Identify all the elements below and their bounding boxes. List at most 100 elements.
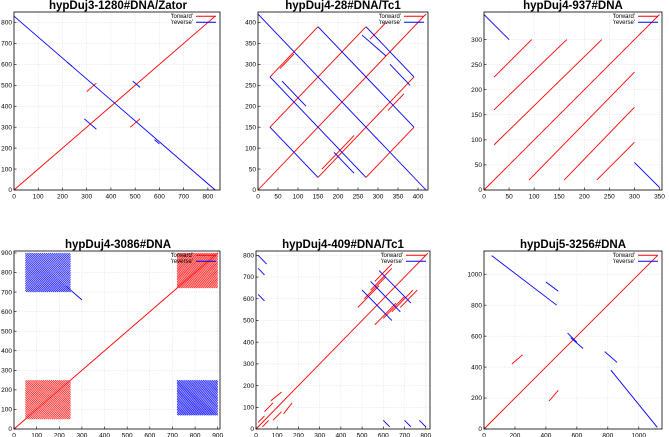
hatch-segment bbox=[51, 402, 71, 420]
reverse-segment bbox=[382, 420, 391, 428]
plot-frame bbox=[13, 250, 221, 430]
forward-segment bbox=[493, 39, 532, 78]
hatch-segment bbox=[25, 379, 40, 393]
hatch-segment bbox=[182, 379, 218, 411]
x-tick-label: 100 bbox=[293, 194, 304, 201]
y-tick-label: 500 bbox=[243, 318, 254, 325]
hatch-segment bbox=[202, 379, 218, 394]
y-tick-label: 0 bbox=[478, 426, 482, 433]
hatch-segment bbox=[176, 391, 206, 416]
x-tick-label: 200 bbox=[54, 433, 65, 437]
hatch-segment bbox=[25, 379, 36, 390]
x-tick-label: 0 bbox=[482, 433, 486, 437]
hatch-segment bbox=[176, 252, 196, 270]
y-tick-label: 300 bbox=[1, 368, 12, 375]
reverse-segment bbox=[365, 26, 415, 78]
forward-segment bbox=[257, 415, 265, 423]
x-tick-label: 800 bbox=[420, 433, 431, 437]
hatch-segment bbox=[29, 252, 71, 289]
hatch-segment bbox=[176, 400, 194, 416]
reverse-segment bbox=[361, 34, 387, 57]
hatch-segment bbox=[189, 379, 218, 405]
forward-segment bbox=[283, 402, 293, 415]
hatch-segment bbox=[33, 386, 71, 420]
hatch-segment bbox=[25, 379, 30, 384]
x-tick-label: 100 bbox=[272, 433, 283, 437]
hatch-segment bbox=[202, 275, 218, 289]
hatch-segment bbox=[62, 411, 71, 420]
y-tick-label: 400 bbox=[1, 348, 12, 355]
hatch-segment bbox=[213, 379, 218, 384]
x-tick-label: 600 bbox=[154, 194, 165, 201]
hatch-segment bbox=[176, 252, 204, 276]
reverse-segment bbox=[567, 332, 578, 343]
hatch-segment bbox=[176, 383, 215, 416]
y-tick-label: 700 bbox=[1, 41, 12, 48]
hatch-segment bbox=[25, 270, 51, 293]
hatch-segment bbox=[25, 379, 63, 413]
hatch-segment bbox=[182, 257, 218, 289]
hatch-segment bbox=[176, 252, 217, 287]
hatch-segment bbox=[25, 379, 59, 409]
hatch-segment bbox=[176, 252, 194, 268]
legend-label: 'reverse' bbox=[171, 259, 193, 265]
reverse-segment bbox=[281, 80, 307, 107]
hatch-segment bbox=[176, 252, 207, 279]
hatch-segment bbox=[25, 290, 28, 293]
panel-hypDuj3-1280: hypDuj3-1280#DNA/Zator 0 100 200 300 400 500 6… bbox=[1, 0, 221, 201]
hatch-segment bbox=[25, 254, 69, 293]
hatch-segment bbox=[58, 252, 71, 264]
reverse-segment bbox=[257, 268, 265, 276]
reverse-segment bbox=[389, 64, 411, 86]
y-tick-label: 700 bbox=[1, 289, 12, 296]
y-tick-label: 100 bbox=[1, 407, 12, 414]
x-tick-label: 50 bbox=[274, 194, 282, 201]
hatch-segment bbox=[197, 270, 218, 289]
forward-segment bbox=[483, 14, 660, 191]
y-tick-label: 600 bbox=[1, 62, 12, 69]
hatch-segment bbox=[55, 406, 71, 420]
reverse-segment bbox=[65, 285, 83, 301]
hatch-segment bbox=[176, 392, 204, 416]
hatch-segment bbox=[25, 277, 43, 293]
hatch-segment bbox=[215, 286, 218, 289]
x-tick-label: 150 bbox=[554, 194, 565, 201]
hatch-segment bbox=[176, 403, 191, 416]
reverse-segment bbox=[257, 13, 427, 191]
hatch-segment bbox=[53, 252, 71, 268]
hatch-segment bbox=[176, 252, 213, 284]
y-tick-label: 0 bbox=[250, 426, 254, 433]
reverse-segment bbox=[361, 289, 393, 321]
x-tick-label: 300 bbox=[76, 433, 87, 437]
hatch-segment bbox=[45, 252, 71, 275]
hatch-segment bbox=[176, 252, 193, 267]
y-tick-label: 0 bbox=[252, 187, 256, 194]
y-tick-label: 400 bbox=[245, 20, 256, 27]
y-tick-label: 700 bbox=[243, 274, 254, 281]
reverse-segment bbox=[491, 255, 558, 306]
hatch-segment bbox=[184, 259, 218, 289]
legend-label: 'reverse' bbox=[613, 259, 635, 265]
reverse-segment bbox=[83, 118, 97, 130]
hatch-segment bbox=[25, 379, 51, 402]
x-tick-label: 200 bbox=[510, 433, 521, 437]
y-tick-label: 500 bbox=[1, 82, 12, 89]
hatch-segment bbox=[35, 252, 71, 284]
hatch-segment bbox=[176, 402, 193, 416]
legend-label: 'reverse' bbox=[381, 259, 403, 265]
forward-segment bbox=[255, 252, 429, 430]
reverse-segment bbox=[370, 281, 401, 313]
plot-frame bbox=[483, 11, 663, 191]
forward-segment bbox=[279, 53, 295, 69]
hatch-segment bbox=[210, 281, 218, 289]
hatch-segment bbox=[191, 265, 218, 289]
y-tick-label: 200 bbox=[471, 395, 482, 402]
y-tick-label: 0 bbox=[8, 187, 12, 194]
reverse-segment bbox=[257, 255, 267, 265]
reverse-segment bbox=[333, 151, 355, 174]
hatch-segment bbox=[25, 266, 55, 293]
forward-segment bbox=[363, 276, 386, 300]
hatch-segment bbox=[60, 252, 71, 263]
x-tick-label: 350 bbox=[393, 194, 404, 201]
